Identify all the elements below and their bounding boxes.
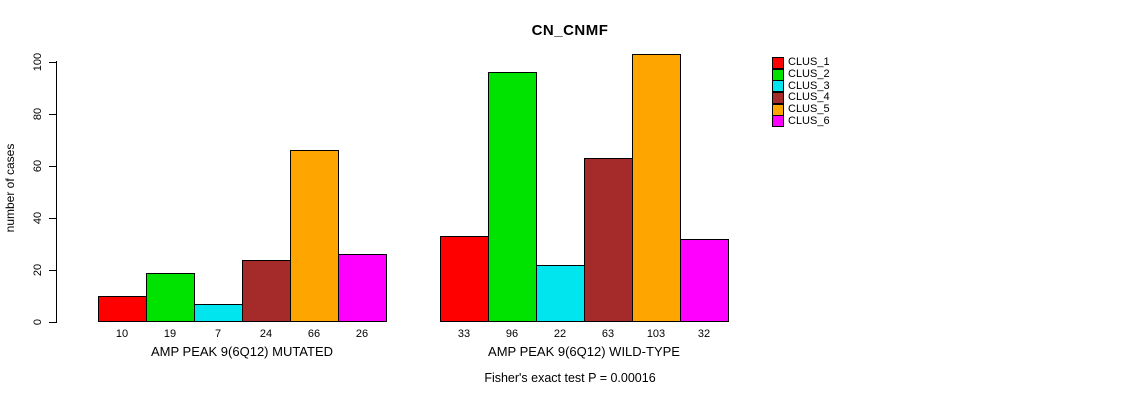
legend-label: CLUS_6 [788,114,830,127]
bar-value-label: 26 [355,328,369,340]
y-tick-mark [49,166,57,167]
bar-clus_6-group1 [338,254,387,322]
bar-clus_2-group2 [488,72,537,322]
legend-label: CLUS_2 [788,68,830,81]
bar-value-label: 103 [646,328,666,340]
x-group-label-wildtype: AMP PEAK 9(6Q12) WILD-TYPE [488,344,680,359]
legend-item: CLUS_3 [772,79,830,93]
y-tick-mark [49,218,57,219]
y-tick-label: 40 [32,211,44,225]
legend-item: CLUS_1 [772,56,830,69]
bar-clus_4-group1 [242,260,291,322]
y-tick-mark [49,114,57,115]
y-axis-line [56,61,57,323]
bar-value-label: 24 [259,328,273,340]
legend-item: CLUS_5 [772,103,830,116]
legend-swatch [772,91,784,104]
legend-item: CLUS_4 [772,91,830,104]
y-axis-title: number of cases [3,143,17,233]
legend-item: CLUS_2 [772,68,830,81]
bar-clus_6-group2 [680,239,729,322]
y-tick-mark [49,322,57,323]
legend-swatch [772,80,784,93]
bar-clus_5-group2 [632,54,681,322]
legend-swatch [772,115,784,128]
plot-area: 10 19 7 24 66 26 33 96 22 63 103 32 0 20 40 60 80 100 [32,42,737,340]
bar-clus_1-group1 [98,296,147,322]
y-tick-label: 20 [32,263,44,277]
bar-clus_4-group2 [584,158,633,322]
bar-clus_2-group1 [146,273,195,322]
bar-value-label: 96 [505,328,519,340]
bar-value-label: 66 [307,328,321,340]
chart-title: CN_CNMF [531,22,609,39]
annotation-text: Fisher's exact test P = 0.00016 [484,371,656,385]
bar-clus_5-group1 [290,150,339,322]
legend-label: CLUS_5 [788,103,830,116]
y-tick-mark [49,62,57,63]
legend-swatch [772,56,784,69]
legend-label: CLUS_3 [788,79,830,92]
bar-clus_3-group1 [194,304,243,322]
bar-value-label: 33 [457,328,471,340]
y-tick-label: 100 [32,52,44,72]
legend: CLUS_1 CLUS_2 CLUS_3 CLUS_4 CLUS_5 CLUS_6 [772,56,830,128]
bar-value-label: 7 [214,328,222,340]
y-tick-label: 60 [32,159,44,173]
y-tick-label: 0 [32,318,44,326]
legend-swatch [772,68,784,81]
bar-value-label: 22 [553,328,567,340]
legend-swatch [772,103,784,116]
bar-clus_1-group2 [440,236,489,322]
legend-label: CLUS_4 [788,91,830,104]
bar-value-label: 63 [601,328,615,340]
legend-label: CLUS_1 [788,56,830,69]
bar-value-label: 19 [163,328,177,340]
y-tick-label: 80 [32,107,44,121]
bar-value-label: 10 [115,328,129,340]
legend-item: CLUS_6 [772,114,830,128]
x-group-label-mutated: AMP PEAK 9(6Q12) MUTATED [150,344,334,359]
bar-value-label: 32 [697,328,711,340]
y-tick-mark [49,270,57,271]
bar-clus_3-group2 [536,265,585,322]
